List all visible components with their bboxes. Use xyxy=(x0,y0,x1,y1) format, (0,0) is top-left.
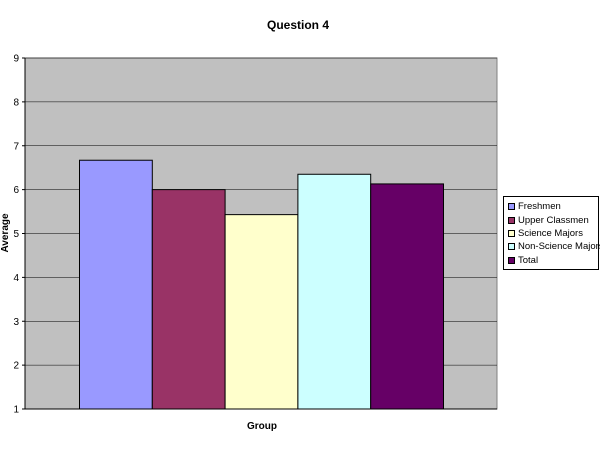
bar-total xyxy=(370,183,445,410)
legend-label: Total xyxy=(518,254,539,266)
y-tick-label: 1 xyxy=(13,405,19,416)
legend-swatch xyxy=(508,256,515,264)
bars xyxy=(79,159,445,410)
legend-item: Non-Science Majors xyxy=(508,240,600,253)
bar-upper-classmen xyxy=(151,189,226,410)
legend-item: Total xyxy=(508,254,598,267)
y-tick-label: 3 xyxy=(13,317,19,328)
y-tick-label: 8 xyxy=(13,97,19,108)
legend-item: Upper Classmen xyxy=(508,213,598,226)
legend: Freshmen Upper Classmen Science Majors Non-… xyxy=(503,196,600,270)
y-tick-label: 5 xyxy=(13,229,19,240)
legend-label: Science Majors xyxy=(518,227,583,239)
y-tick-label: 7 xyxy=(13,141,19,152)
y-tick-label: 4 xyxy=(13,273,19,284)
legend-label: Non-Science Majors xyxy=(518,241,600,253)
y-tick-label: 2 xyxy=(13,361,19,372)
legend-item: Science Majors xyxy=(508,227,598,240)
legend-swatch xyxy=(508,203,515,211)
legend-swatch xyxy=(508,229,515,237)
y-tick-label: 6 xyxy=(13,185,19,196)
bar-science-majors xyxy=(224,214,299,410)
y-axis-label: Average xyxy=(0,213,11,253)
chart-title: Question 4 xyxy=(267,18,329,32)
legend-swatch xyxy=(508,216,515,224)
legend-swatch xyxy=(508,243,515,251)
y-tick-label: 9 xyxy=(13,54,19,65)
bar-freshmen xyxy=(79,159,153,410)
x-axis-label: Group xyxy=(247,421,277,432)
legend-label: Upper Classmen xyxy=(518,214,589,226)
bar-non-science-majors xyxy=(297,173,372,410)
y-axis-ticks: 1 2 3 4 5 6 7 8 9 xyxy=(13,54,25,416)
legend-label: Freshmen xyxy=(518,201,561,213)
legend-item: Freshmen xyxy=(508,200,598,213)
